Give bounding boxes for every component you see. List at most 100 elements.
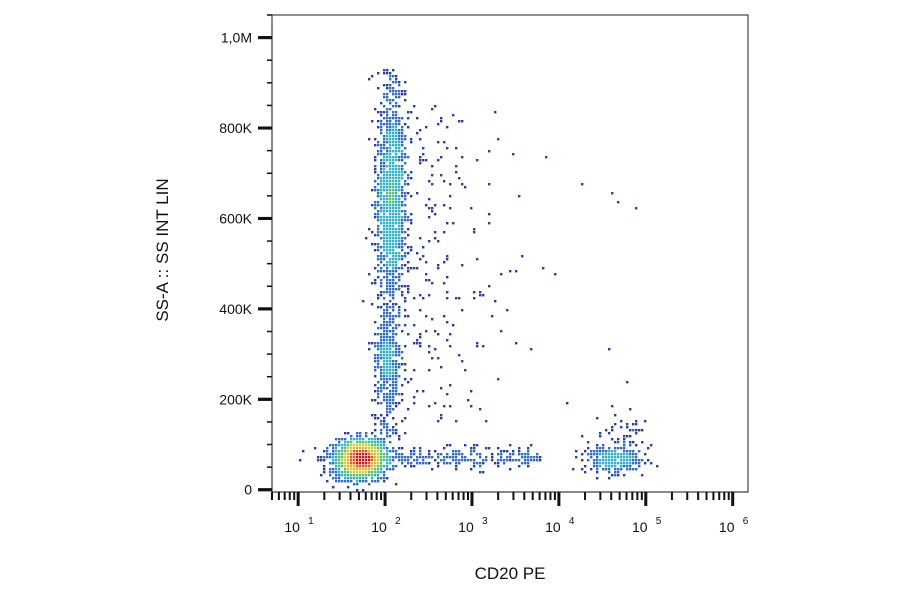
event-point	[401, 456, 404, 459]
event-point	[398, 177, 401, 180]
event-point	[575, 456, 578, 459]
event-point	[350, 462, 353, 465]
event-point	[386, 114, 389, 117]
event-point	[395, 123, 398, 126]
event-point	[383, 156, 386, 159]
event-point	[446, 147, 449, 150]
event-point	[338, 468, 341, 471]
event-point	[380, 159, 383, 162]
event-point	[386, 477, 389, 480]
event-point	[365, 453, 368, 456]
event-point	[392, 132, 395, 135]
event-point	[398, 345, 401, 348]
event-point	[407, 315, 410, 318]
event-point	[479, 408, 482, 411]
event-point	[380, 366, 383, 369]
event-point	[383, 153, 386, 156]
event-point	[395, 288, 398, 291]
event-point	[428, 462, 431, 465]
event-point	[443, 462, 446, 465]
event-point	[389, 285, 392, 288]
event-point	[359, 477, 362, 480]
event-point	[635, 444, 638, 447]
x-tick-exponent: 2	[395, 516, 401, 527]
event-point	[386, 450, 389, 453]
event-point	[380, 261, 383, 264]
event-point	[383, 384, 386, 387]
event-point	[614, 459, 617, 462]
event-point	[395, 369, 398, 372]
event-point	[395, 219, 398, 222]
event-point	[470, 453, 473, 456]
event-point	[425, 462, 428, 465]
event-point	[323, 468, 326, 471]
event-point	[452, 222, 455, 225]
event-point	[389, 228, 392, 231]
event-point	[626, 423, 629, 426]
event-point	[614, 456, 617, 459]
event-point	[344, 441, 347, 444]
event-point	[488, 222, 491, 225]
event-point	[407, 117, 410, 120]
event-point	[383, 117, 386, 120]
event-point	[470, 450, 473, 453]
event-point	[386, 183, 389, 186]
event-point	[377, 417, 380, 420]
event-point	[401, 249, 404, 252]
event-point	[599, 465, 602, 468]
event-point	[359, 438, 362, 441]
event-point	[401, 141, 404, 144]
event-point	[371, 450, 374, 453]
event-point	[437, 141, 440, 144]
event-point	[377, 126, 380, 129]
event-point	[512, 459, 515, 462]
event-point	[401, 168, 404, 171]
event-point	[437, 123, 440, 126]
event-point	[494, 111, 497, 114]
y-tick-label: 0	[244, 482, 252, 498]
event-point	[374, 417, 377, 420]
event-point	[389, 192, 392, 195]
event-point	[383, 276, 386, 279]
event-point	[344, 456, 347, 459]
event-point	[407, 219, 410, 222]
event-point	[395, 348, 398, 351]
event-point	[524, 459, 527, 462]
event-point	[383, 303, 386, 306]
event-point	[389, 240, 392, 243]
event-point	[395, 483, 398, 486]
event-point	[380, 456, 383, 459]
event-point	[383, 342, 386, 345]
event-point	[401, 273, 404, 276]
event-point	[386, 198, 389, 201]
event-point	[344, 438, 347, 441]
event-point	[422, 159, 425, 162]
event-point	[488, 183, 491, 186]
event-point	[407, 288, 410, 291]
event-point	[629, 444, 632, 447]
event-point	[647, 447, 650, 450]
event-point	[380, 102, 383, 105]
event-point	[527, 453, 530, 456]
event-point	[383, 381, 386, 384]
event-point	[398, 159, 401, 162]
event-point	[359, 453, 362, 456]
event-point	[392, 327, 395, 330]
event-point	[389, 429, 392, 432]
event-point	[419, 138, 422, 141]
event-point	[392, 399, 395, 402]
event-point	[395, 432, 398, 435]
event-point	[521, 255, 524, 258]
event-point	[374, 429, 377, 432]
event-point	[383, 255, 386, 258]
event-point	[398, 237, 401, 240]
event-point	[386, 273, 389, 276]
event-point	[602, 444, 605, 447]
event-point	[386, 354, 389, 357]
event-point	[395, 243, 398, 246]
event-point	[431, 183, 434, 186]
event-point	[386, 345, 389, 348]
event-point	[362, 456, 365, 459]
event-point	[380, 324, 383, 327]
